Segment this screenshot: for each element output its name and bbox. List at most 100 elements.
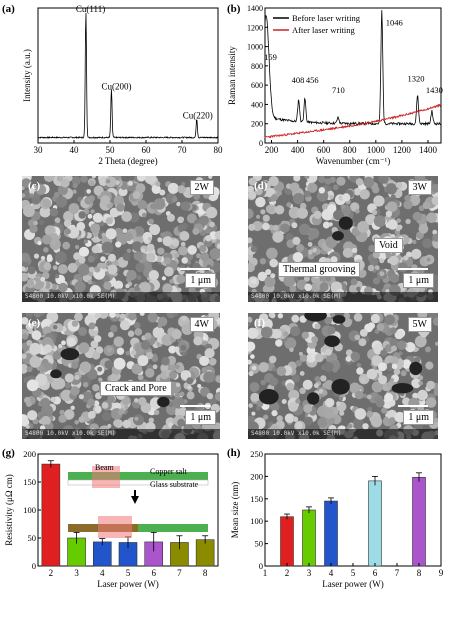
pore (50, 369, 62, 379)
grain (54, 217, 61, 224)
grain (296, 243, 305, 252)
grain (192, 227, 200, 235)
grain (248, 321, 251, 327)
grain (97, 366, 103, 372)
grain (92, 238, 98, 243)
scale-label: 1 μm (185, 410, 216, 425)
grain (198, 215, 209, 226)
grain (349, 382, 361, 394)
pore (307, 392, 320, 405)
grain (201, 367, 208, 374)
grain (389, 338, 399, 347)
pore (258, 389, 279, 405)
grain (127, 330, 135, 337)
grain (146, 243, 155, 252)
grain (135, 183, 146, 194)
grain (91, 245, 100, 254)
grain (249, 382, 260, 392)
peak-annotation: 1046 (386, 17, 403, 27)
grain (265, 269, 272, 275)
grain (418, 380, 423, 386)
grain (330, 256, 338, 264)
sem-footer: S4800 10.0kV x10.0k SE(M) (22, 292, 220, 302)
grain (43, 344, 53, 353)
grain (105, 217, 114, 225)
grain (168, 371, 178, 380)
grain (248, 237, 253, 244)
grain (374, 329, 380, 334)
grain (136, 176, 146, 182)
grain (22, 193, 26, 198)
grain (153, 198, 166, 210)
grain (250, 392, 260, 402)
grain (379, 258, 385, 264)
grain (26, 379, 39, 392)
grain (179, 391, 185, 397)
x-tick-label: 5 (351, 568, 356, 578)
grain (204, 239, 213, 248)
grain (301, 331, 309, 339)
grain (378, 362, 387, 372)
grain (64, 373, 74, 383)
grain (167, 182, 179, 194)
scale-bar (398, 405, 428, 407)
grain (367, 406, 373, 412)
grain (104, 360, 114, 369)
grain (351, 247, 358, 254)
grain (115, 313, 120, 318)
grain (186, 377, 194, 385)
grain (318, 176, 326, 184)
peak-annotation: 456 (306, 75, 319, 85)
grain (356, 286, 361, 292)
grain (144, 332, 152, 340)
grain (177, 224, 186, 233)
inset-beam (92, 466, 120, 488)
grain (134, 398, 139, 403)
grain (90, 340, 99, 349)
grain (134, 328, 143, 336)
grain (302, 379, 313, 390)
grain (208, 358, 217, 366)
grain (152, 364, 158, 370)
grain (266, 247, 278, 260)
grain (260, 209, 266, 215)
grain (37, 240, 42, 246)
grain (426, 212, 437, 223)
grain (298, 223, 311, 235)
grain (318, 187, 325, 194)
grain (355, 209, 360, 214)
x-tick-label: 7 (177, 568, 182, 578)
grain (121, 211, 132, 222)
grain (389, 273, 400, 283)
grain (248, 359, 252, 365)
grain (291, 314, 300, 323)
pore (338, 216, 353, 230)
grain (163, 257, 171, 265)
series-line-after (264, 103, 442, 139)
grain (322, 354, 327, 359)
peak-annotation: 159 (264, 52, 277, 62)
grain (187, 385, 192, 390)
grain (418, 375, 424, 381)
peak-annotation: 1430 (426, 85, 443, 95)
scale-bar (398, 268, 428, 270)
grain (432, 317, 438, 326)
grain (248, 223, 256, 231)
grain (260, 326, 273, 339)
grain (116, 347, 125, 355)
grain (72, 183, 78, 189)
grain (284, 337, 297, 350)
grain (369, 257, 379, 267)
grain (264, 276, 276, 288)
grain (108, 253, 116, 262)
grain (78, 246, 90, 257)
grain (290, 326, 301, 337)
grain (380, 349, 388, 357)
grain (123, 232, 133, 242)
grain (116, 203, 125, 212)
grain (313, 210, 322, 219)
grain (35, 184, 47, 195)
grain (102, 275, 110, 283)
grain (188, 286, 196, 294)
panel-a: (a) Cu(111) Cu(200) Cu(220) 30 40 50 60 70 80 2 Th… (0, 0, 225, 170)
